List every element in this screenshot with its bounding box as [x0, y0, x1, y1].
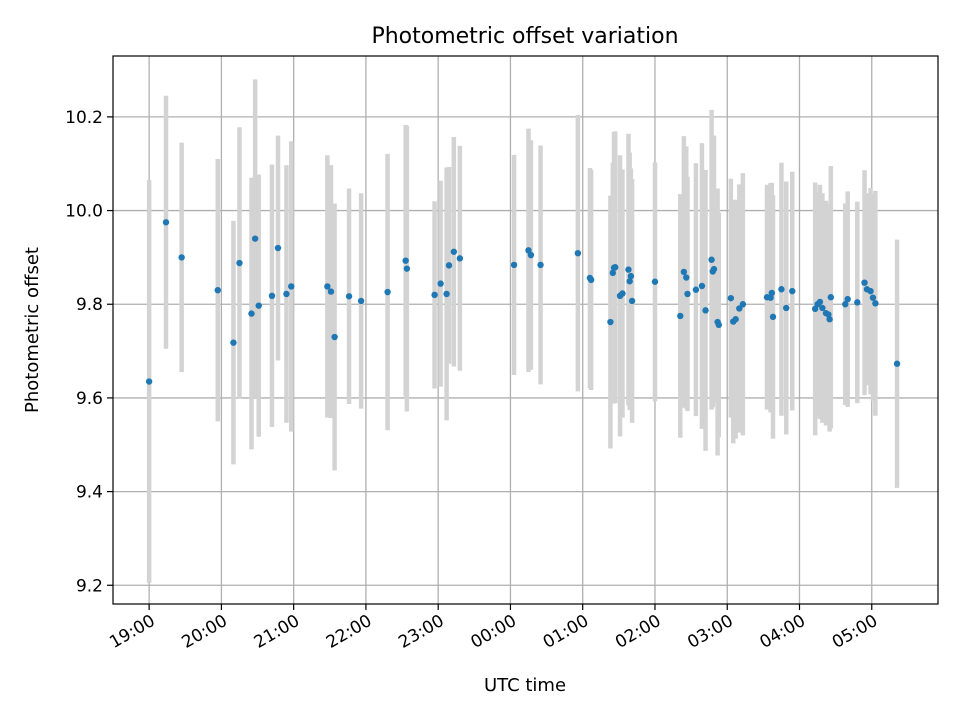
- data-point: [437, 280, 444, 287]
- data-point: [736, 305, 743, 312]
- data-point: [403, 265, 411, 272]
- x-axis-ticks: 19:00 20:00 21:00 22:00 23:00 00:00 01:00 02:00…: [106, 604, 881, 653]
- data-point: [702, 307, 709, 314]
- data-point: [268, 292, 276, 300]
- x-tick-label: 05:00: [829, 611, 881, 653]
- data-point: [609, 269, 617, 277]
- data-point: [769, 313, 777, 321]
- data-point: [627, 272, 635, 280]
- data-point: [626, 278, 633, 285]
- x-tick-label: 23:00: [395, 611, 447, 653]
- y-tick-label: 10.0: [65, 202, 103, 222]
- data-point: [456, 255, 464, 262]
- data-point: [178, 254, 185, 261]
- data-point: [827, 294, 835, 301]
- data-point: [789, 287, 796, 295]
- y-tick-label: 10.2: [65, 108, 103, 128]
- data-point: [357, 297, 365, 305]
- x-tick-label: 02:00: [612, 611, 664, 653]
- data-point: [288, 283, 295, 290]
- data-point: [324, 283, 331, 290]
- x-tick-label: 03:00: [684, 611, 736, 653]
- x-axis-label: UTC time: [484, 675, 566, 696]
- data-point: [612, 264, 619, 271]
- data-point: [778, 286, 785, 293]
- data-point: [574, 249, 582, 257]
- data-point: [768, 289, 775, 297]
- x-tick-label: 21:00: [251, 611, 303, 653]
- x-tick-label: 01:00: [540, 611, 592, 653]
- grid: [113, 56, 938, 604]
- data-point: [162, 219, 170, 226]
- data-point: [274, 244, 282, 252]
- data-points: [145, 219, 901, 385]
- data-point: [214, 286, 221, 294]
- data-point: [732, 316, 739, 323]
- y-tick-label: 9.8: [76, 295, 103, 315]
- x-tick-label: 04:00: [757, 611, 809, 653]
- data-point: [854, 299, 861, 306]
- data-point: [816, 298, 824, 306]
- data-point: [587, 276, 595, 284]
- y-axis-label: Photometric offset: [22, 247, 43, 413]
- data-point: [251, 235, 259, 242]
- data-point: [283, 290, 290, 298]
- data-point: [710, 265, 718, 273]
- data-point: [844, 295, 851, 303]
- data-point: [619, 290, 626, 297]
- data-point: [431, 291, 438, 299]
- chart-title: Photometric offset variation: [371, 24, 678, 49]
- data-point: [537, 261, 544, 269]
- data-point: [739, 301, 747, 308]
- data-point: [708, 256, 715, 263]
- data-point: [402, 257, 409, 264]
- x-tick-label: 22:00: [323, 611, 375, 653]
- data-point: [345, 293, 353, 300]
- data-point: [715, 321, 723, 329]
- data-point: [510, 261, 518, 269]
- data-point: [625, 266, 632, 273]
- data-point: [727, 294, 735, 302]
- data-point: [145, 378, 153, 385]
- data-point: [450, 248, 458, 255]
- data-point: [842, 301, 849, 308]
- error-bars: [146, 79, 900, 583]
- data-point: [692, 286, 700, 293]
- data-point: [255, 302, 262, 309]
- data-point: [683, 274, 690, 281]
- data-point: [684, 290, 691, 298]
- data-point: [698, 282, 706, 290]
- data-point: [651, 278, 659, 285]
- data-point: [872, 300, 879, 307]
- data-point: [248, 310, 255, 317]
- data-point: [236, 259, 243, 267]
- x-tick-label: 19:00: [106, 611, 158, 653]
- data-point: [607, 318, 614, 326]
- y-tick-label: 9.6: [76, 389, 103, 409]
- data-point: [819, 304, 826, 312]
- data-point: [677, 312, 684, 320]
- plot-frame: [112, 55, 939, 605]
- data-point: [628, 297, 636, 305]
- data-point: [826, 316, 833, 323]
- data-point: [331, 333, 338, 341]
- y-tick-label: 9.2: [76, 576, 103, 596]
- data-point: [443, 290, 450, 298]
- data-point: [680, 268, 688, 276]
- data-point: [384, 288, 391, 296]
- data-point: [327, 288, 335, 295]
- data-point: [445, 262, 453, 269]
- data-point: [861, 279, 868, 286]
- x-tick-label: 00:00: [468, 611, 520, 653]
- data-point: [783, 304, 790, 312]
- x-tick-label: 20:00: [178, 611, 230, 653]
- data-point: [869, 294, 877, 301]
- data-point: [893, 360, 901, 367]
- data-point: [230, 339, 237, 346]
- y-axis-ticks: 9.2 9.4 9.6 9.8 10.0 10.2: [65, 108, 113, 596]
- data-point: [527, 251, 535, 259]
- y-tick-label: 9.4: [76, 483, 103, 503]
- data-point: [867, 287, 874, 295]
